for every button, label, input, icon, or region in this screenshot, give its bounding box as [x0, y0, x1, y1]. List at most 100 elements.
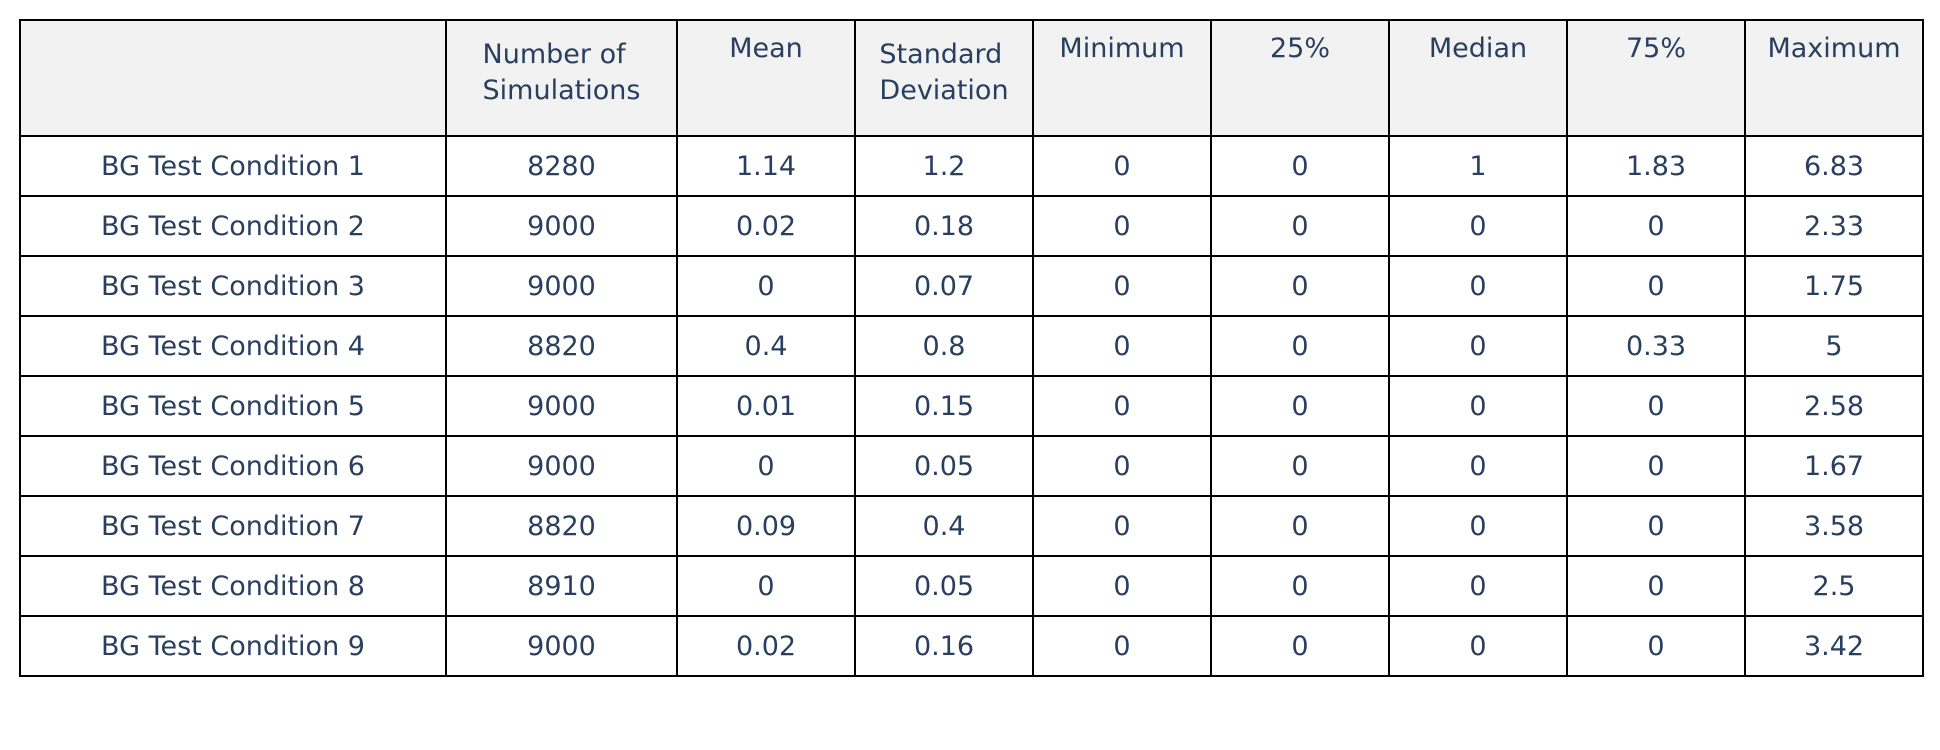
table-cell: 0 [1210, 255, 1390, 317]
table-cell: 8820 [445, 315, 678, 377]
table-row: BG Test Condition 6 9000 0 0.05 0 0 0 0 1.67 [19, 435, 1924, 497]
table-cell: 0.18 [854, 195, 1034, 257]
row-label-cell: BG Test Condition 3 [19, 255, 447, 317]
table-cell: 0 [1566, 375, 1746, 437]
column-header: Median [1388, 19, 1568, 137]
table-cell: 8910 [445, 555, 678, 617]
table-cell: 0 [1032, 195, 1212, 257]
table-cell: 9000 [445, 375, 678, 437]
table-cell: 0 [1388, 555, 1568, 617]
table-cell: 0 [1210, 375, 1390, 437]
table-cell: 0 [1210, 135, 1390, 197]
column-header: Maximum [1744, 19, 1924, 137]
table-cell: 0 [1210, 495, 1390, 557]
row-label-cell: BG Test Condition 9 [19, 615, 447, 677]
column-header [19, 19, 447, 137]
table-cell: 0.15 [854, 375, 1034, 437]
table-cell: 0 [1388, 315, 1568, 377]
table-cell: 8280 [445, 135, 678, 197]
column-header: 75% [1566, 19, 1746, 137]
table-cell: 0 [1566, 615, 1746, 677]
table-cell: 9000 [445, 615, 678, 677]
table-cell: 0 [1388, 495, 1568, 557]
row-label-cell: BG Test Condition 2 [19, 195, 447, 257]
column-header: 25% [1210, 19, 1390, 137]
row-label-cell: BG Test Condition 5 [19, 375, 447, 437]
table-cell: 0 [1210, 435, 1390, 497]
row-label-cell: BG Test Condition 4 [19, 315, 447, 377]
table-cell: 0 [676, 255, 856, 317]
table-cell: 0 [1388, 375, 1568, 437]
column-header-label: Minimum [1059, 33, 1185, 64]
table-cell: 0.16 [854, 615, 1034, 677]
table-cell: 0 [1032, 435, 1212, 497]
table-cell: 0 [1566, 495, 1746, 557]
table-row: BG Test Condition 7 8820 0.09 0.4 0 0 0 0 3.58 [19, 495, 1924, 557]
table-cell: 0 [1566, 195, 1746, 257]
table-cell: 0.02 [676, 615, 856, 677]
column-header-label: Median [1428, 33, 1528, 64]
table-cell: 0.02 [676, 195, 856, 257]
column-header-label: Mean [729, 33, 803, 64]
row-label-cell: BG Test Condition 7 [19, 495, 447, 557]
statistics-table: Number of Simulations Mean Standard Deviatio… [19, 19, 1924, 677]
table-cell: 0.09 [676, 495, 856, 557]
table-cell: 0 [1032, 135, 1212, 197]
table-cell: 0.8 [854, 315, 1034, 377]
table-cell: 3.58 [1744, 495, 1924, 557]
table-cell: 0.07 [854, 255, 1034, 317]
table-cell: 0 [1388, 255, 1568, 317]
table-cell: 0.4 [676, 315, 856, 377]
column-header: Standard Deviation [854, 19, 1034, 137]
table-cell: 0 [1032, 615, 1212, 677]
table-cell: 0.4 [854, 495, 1034, 557]
row-label-cell: BG Test Condition 1 [19, 135, 447, 197]
table-cell: 0 [1032, 315, 1212, 377]
table-row: BG Test Condition 2 9000 0.02 0.18 0 0 0 0 2.33 [19, 195, 1924, 257]
column-header: Mean [676, 19, 856, 137]
table-cell: 9000 [445, 195, 678, 257]
table-cell: 1.67 [1744, 435, 1924, 497]
column-header-label: Maximum [1767, 33, 1901, 64]
row-label-cell: BG Test Condition 6 [19, 435, 447, 497]
table-cell: 0.05 [854, 435, 1034, 497]
row-label-cell: BG Test Condition 8 [19, 555, 447, 617]
table-row: BG Test Condition 9 9000 0.02 0.16 0 0 0 0 3.42 [19, 615, 1924, 677]
table-cell: 0.33 [1566, 315, 1746, 377]
table-cell: 0 [1032, 495, 1212, 557]
table-cell: 9000 [445, 435, 678, 497]
table-cell: 0 [1388, 195, 1568, 257]
table-cell: 1.75 [1744, 255, 1924, 317]
column-header-label: 25% [1269, 33, 1330, 64]
table-row: BG Test Condition 1 8280 1.14 1.2 0 0 1 1.83 6.8… [19, 135, 1924, 197]
table-cell: 2.58 [1744, 375, 1924, 437]
table-cell: 0 [1032, 255, 1212, 317]
table-body: BG Test Condition 1 8280 1.14 1.2 0 0 1 1.83 6.8… [19, 135, 1924, 677]
table-cell: 2.5 [1744, 555, 1924, 617]
table-cell: 0 [676, 435, 856, 497]
table-cell: 1.14 [676, 135, 856, 197]
table-cell: 8820 [445, 495, 678, 557]
column-header-label: 75% [1625, 33, 1686, 64]
table-cell: 0 [1210, 195, 1390, 257]
table-cell: 2.33 [1744, 195, 1924, 257]
table-cell: 1.2 [854, 135, 1034, 197]
table-header: Number of Simulations Mean Standard Deviatio… [19, 19, 1924, 137]
table-cell: 0 [676, 555, 856, 617]
header-row: Number of Simulations Mean Standard Deviatio… [19, 19, 1924, 137]
table-cell: 0 [1566, 255, 1746, 317]
table-cell: 3.42 [1744, 615, 1924, 677]
table-cell: 0 [1566, 435, 1746, 497]
table-cell: 9000 [445, 255, 678, 317]
table-cell: 0 [1210, 615, 1390, 677]
column-header-label: Standard Deviation [879, 39, 1009, 106]
table-row: BG Test Condition 5 9000 0.01 0.15 0 0 0 0 2.58 [19, 375, 1924, 437]
table-cell: 5 [1744, 315, 1924, 377]
column-header-label: Number of Simulations [482, 39, 641, 106]
table-row: BG Test Condition 3 9000 0 0.07 0 0 0 0 1.75 [19, 255, 1924, 317]
table-row: BG Test Condition 8 8910 0 0.05 0 0 0 0 2.5 [19, 555, 1924, 617]
column-header: Minimum [1032, 19, 1212, 137]
table-cell: 1.83 [1566, 135, 1746, 197]
table-cell: 0 [1210, 315, 1390, 377]
table-cell: 0.01 [676, 375, 856, 437]
